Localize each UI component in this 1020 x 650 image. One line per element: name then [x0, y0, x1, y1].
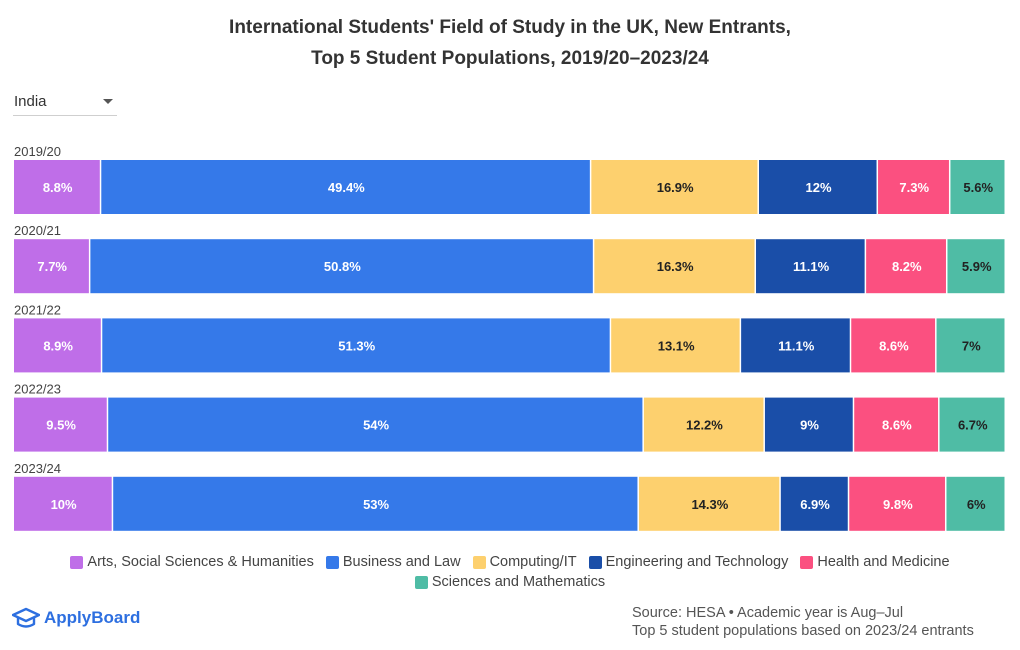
- bar-segment[interactable]: [14, 160, 100, 214]
- data-label: 8.6%: [882, 418, 912, 433]
- data-label: 11.1%: [778, 338, 815, 353]
- chart-title-line2: Top 5 Student Populations, 2019/20–2023/…: [311, 48, 709, 69]
- bar-segment[interactable]: [14, 318, 101, 373]
- bar-segment[interactable]: [950, 160, 1005, 214]
- legend-item[interactable]: Business and Law: [325, 553, 461, 571]
- data-label: 51.3%: [338, 338, 375, 353]
- category-label: 2022/23: [14, 382, 61, 397]
- data-label: 7.7%: [37, 259, 67, 274]
- bar-segment[interactable]: [866, 239, 946, 294]
- data-label: 50.8%: [324, 259, 361, 274]
- data-label: 16.3%: [657, 259, 694, 274]
- bar-segment[interactable]: [638, 476, 780, 531]
- legend-swatch: [800, 555, 814, 569]
- data-label: 9.8%: [883, 497, 913, 512]
- legend-label: Arts, Social Sciences & Humanities: [87, 554, 314, 570]
- legend-item[interactable]: Engineering and Technology: [588, 553, 789, 571]
- legend-swatch: [70, 555, 84, 569]
- data-label: 8.2%: [892, 259, 922, 274]
- bar-segment[interactable]: [102, 318, 610, 373]
- bar-segment[interactable]: [854, 397, 939, 452]
- bar-segment[interactable]: [591, 160, 758, 214]
- legend-item[interactable]: Arts, Social Sciences & Humanities: [70, 553, 314, 571]
- bar-segment[interactable]: [946, 476, 1005, 531]
- legend-swatch: [588, 555, 602, 569]
- chart-legend: Arts, Social Sciences & Humanities Busine…: [20, 553, 1000, 591]
- category-label: 2023/24: [14, 461, 61, 476]
- legend-label: Computing/IT: [489, 554, 577, 570]
- bar-segment[interactable]: [849, 476, 945, 531]
- legend-label: Sciences and Mathematics: [431, 574, 606, 590]
- data-label: 49.4%: [328, 180, 365, 195]
- legend-label: Engineering and Technology: [605, 554, 789, 570]
- bar-segment[interactable]: [14, 239, 89, 294]
- data-label: 7%: [962, 338, 981, 353]
- data-label: 9%: [800, 418, 819, 433]
- category-label: 2021/22: [14, 302, 61, 317]
- bar-segment[interactable]: [878, 160, 949, 214]
- legend-label: Business and Law: [342, 554, 461, 570]
- legend-item[interactable]: Sciences and Mathematics: [414, 573, 606, 591]
- source-line2: Top 5 student populations based on 2023/…: [632, 623, 974, 639]
- data-label: 12%: [805, 180, 831, 195]
- chart-title-line1: International Students' Field of Study i…: [229, 17, 791, 38]
- bar-segment[interactable]: [113, 476, 638, 531]
- bar-segment[interactable]: [756, 239, 865, 294]
- bar-segment[interactable]: [741, 318, 850, 373]
- data-label: 9.5%: [46, 418, 76, 433]
- bar-segment[interactable]: [947, 239, 1005, 294]
- graduation-cap-icon: [12, 607, 40, 628]
- bar-segment[interactable]: [90, 239, 593, 294]
- data-label: 53%: [363, 497, 389, 512]
- data-label: 14.3%: [691, 497, 728, 512]
- source-note: Source: HESA • Academic year is Aug–Jul …: [632, 604, 974, 640]
- legend-swatch: [325, 555, 339, 569]
- bar-segment[interactable]: [14, 397, 107, 452]
- bar-segment[interactable]: [851, 318, 936, 373]
- data-label: 6%: [967, 497, 986, 512]
- data-label: 10%: [51, 497, 77, 512]
- data-label: 5.9%: [962, 259, 992, 274]
- bar-segment[interactable]: [780, 476, 848, 531]
- stacked-bar-chart: 2019/20 8.8% 49.4% 16.9% 12% 7.3% 5.6% 2020/21 7…: [14, 144, 1005, 531]
- chevron-down-icon: [103, 99, 113, 104]
- data-label: 6.9%: [800, 497, 830, 512]
- data-label: 8.8%: [43, 180, 73, 195]
- applyboard-logo: ApplyBoard: [12, 607, 140, 629]
- legend-item[interactable]: Health and Medicine: [800, 553, 950, 571]
- bar-segment[interactable]: [758, 160, 877, 214]
- data-label: 8.9%: [43, 338, 73, 353]
- bar-segment[interactable]: [936, 318, 1005, 373]
- chart-title: International Students' Field of Study i…: [0, 12, 1020, 74]
- source-line1: Source: HESA • Academic year is Aug–Jul: [632, 605, 904, 621]
- data-label: 8.6%: [879, 338, 909, 353]
- bar-segment[interactable]: [594, 239, 755, 294]
- data-label: 54%: [363, 418, 389, 433]
- country-dropdown-value: India: [14, 93, 47, 110]
- bar-segment[interactable]: [939, 397, 1005, 452]
- legend-swatch: [472, 555, 486, 569]
- data-label: 12.2%: [686, 418, 723, 433]
- brand-name: ApplyBoard: [44, 608, 141, 627]
- bar-segment[interactable]: [643, 397, 764, 452]
- data-label: 6.7%: [958, 418, 988, 433]
- bar-segment[interactable]: [764, 397, 853, 452]
- data-label: 13.1%: [658, 338, 695, 353]
- category-label: 2020/21: [14, 223, 61, 238]
- bar-segment[interactable]: [611, 318, 740, 373]
- bar-segment[interactable]: [14, 476, 112, 531]
- data-label: 5.6%: [963, 180, 993, 195]
- data-label: 11.1%: [793, 259, 830, 274]
- legend-item[interactable]: Computing/IT: [472, 553, 577, 571]
- data-label: 16.9%: [657, 180, 694, 195]
- bar-segment[interactable]: [101, 160, 590, 214]
- legend-label: Health and Medicine: [817, 554, 950, 570]
- category-label: 2019/20: [14, 144, 61, 159]
- data-label: 7.3%: [899, 180, 929, 195]
- country-dropdown[interactable]: India: [13, 90, 117, 116]
- bar-segment[interactable]: [108, 397, 643, 452]
- legend-swatch: [414, 575, 428, 589]
